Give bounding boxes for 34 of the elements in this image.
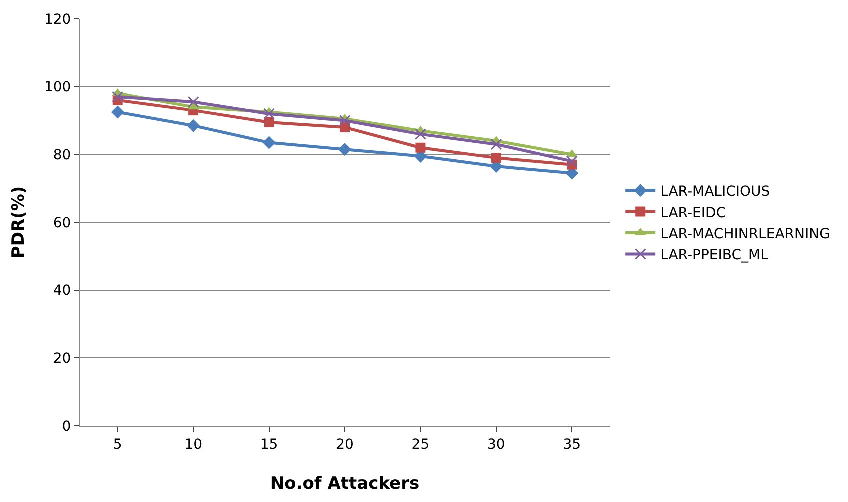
point xyxy=(491,153,502,164)
point xyxy=(566,156,578,168)
y-tick-label: 120 xyxy=(44,12,72,28)
y-tick-label: 80 xyxy=(53,148,72,164)
point xyxy=(338,143,352,156)
point xyxy=(264,117,274,128)
point xyxy=(188,96,200,108)
legend-label: LAR-EIDC xyxy=(660,205,726,222)
legend-label: LAR-MALICIOUS xyxy=(660,184,770,200)
x-tick-label: 25 xyxy=(412,436,430,453)
x-tick-label: 10 xyxy=(184,436,202,453)
legend-label: LAR-PPEIBC_ML xyxy=(660,248,769,264)
point xyxy=(111,106,124,119)
x-tick-label: 30 xyxy=(488,436,506,453)
y-tick-label: 0 xyxy=(62,418,72,435)
point xyxy=(262,136,276,150)
point xyxy=(264,108,276,120)
legend-label: LAR-MACHINRLEARNING xyxy=(660,226,830,242)
y-tick-label: 20 xyxy=(53,351,72,368)
point xyxy=(490,138,502,150)
point xyxy=(339,115,351,126)
x-tick-label: 20 xyxy=(336,436,354,453)
y-tick-label: 100 xyxy=(44,80,72,96)
point xyxy=(416,142,426,153)
point xyxy=(187,119,200,132)
x-axis-title: No.of Attackers xyxy=(270,474,420,494)
y-axis-title: PDR(%) xyxy=(9,186,30,259)
x-tick-label: 5 xyxy=(113,436,122,453)
point xyxy=(414,128,426,140)
point xyxy=(112,91,124,103)
x-tick-label: 15 xyxy=(260,436,278,453)
y-tick-label: 40 xyxy=(53,283,72,300)
x-tick-label: 35 xyxy=(563,436,582,453)
y-tick-label: 60 xyxy=(53,215,72,232)
